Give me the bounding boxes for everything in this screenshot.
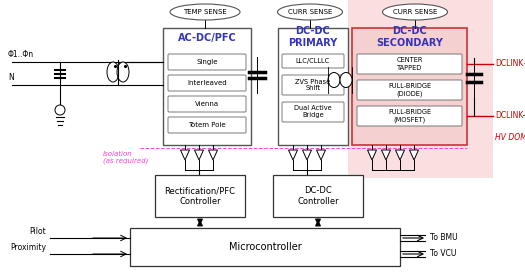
Text: LLC/CLLLC: LLC/CLLLC — [296, 58, 330, 64]
FancyBboxPatch shape — [282, 54, 344, 68]
FancyBboxPatch shape — [168, 75, 246, 91]
Bar — [278, 28, 348, 145]
Bar — [130, 228, 400, 266]
Text: AC-DC/PFC: AC-DC/PFC — [177, 33, 236, 43]
Text: To VCU: To VCU — [430, 250, 456, 258]
FancyBboxPatch shape — [168, 117, 246, 133]
Text: To BMU: To BMU — [430, 233, 458, 242]
Text: Single: Single — [196, 59, 218, 65]
Text: Rectification/PFC
Controller: Rectification/PFC Controller — [164, 186, 236, 206]
Ellipse shape — [117, 62, 129, 82]
Polygon shape — [302, 150, 311, 160]
Polygon shape — [289, 150, 298, 160]
Text: Proximity: Proximity — [10, 243, 46, 252]
Ellipse shape — [340, 73, 352, 87]
FancyBboxPatch shape — [357, 80, 462, 100]
Polygon shape — [317, 150, 326, 160]
Ellipse shape — [383, 4, 447, 20]
Circle shape — [55, 105, 65, 115]
Polygon shape — [368, 150, 376, 160]
Text: TEMP SENSE: TEMP SENSE — [183, 9, 227, 15]
FancyBboxPatch shape — [282, 75, 344, 95]
Text: DC-DC
Controller: DC-DC Controller — [297, 186, 339, 206]
Text: Microcontroller: Microcontroller — [228, 242, 301, 252]
Text: Interleaved: Interleaved — [187, 80, 227, 86]
Text: CURR SENSE: CURR SENSE — [288, 9, 332, 15]
FancyBboxPatch shape — [168, 54, 246, 70]
Polygon shape — [208, 150, 217, 160]
Text: CENTER
TAPPED: CENTER TAPPED — [396, 58, 423, 70]
Bar — [155, 175, 245, 217]
FancyBboxPatch shape — [357, 54, 462, 74]
Text: Dual Active
Bridge: Dual Active Bridge — [294, 105, 332, 118]
Text: Pilot: Pilot — [29, 227, 46, 236]
Bar — [163, 28, 251, 145]
Text: FULL-BRIDGE
(DIODE): FULL-BRIDGE (DIODE) — [388, 83, 431, 97]
Ellipse shape — [170, 4, 240, 20]
Polygon shape — [194, 150, 204, 160]
Bar — [273, 175, 363, 217]
Text: HV DOMAIN: HV DOMAIN — [495, 133, 525, 142]
Text: CURR SENSE: CURR SENSE — [393, 9, 437, 15]
Bar — [352, 28, 467, 145]
Polygon shape — [382, 150, 391, 160]
Text: DC-DC
PRIMARY: DC-DC PRIMARY — [288, 26, 338, 48]
Text: Φ1..Φn: Φ1..Φn — [8, 50, 34, 59]
Polygon shape — [181, 150, 190, 160]
Text: Isolation
(as required): Isolation (as required) — [103, 151, 149, 164]
Text: DC-DC
SECONDARY: DC-DC SECONDARY — [376, 26, 443, 48]
Bar — [348, 0, 493, 178]
Ellipse shape — [107, 62, 119, 82]
Ellipse shape — [278, 4, 342, 20]
Text: DCLINK-: DCLINK- — [495, 112, 525, 121]
Polygon shape — [395, 150, 404, 160]
FancyBboxPatch shape — [282, 102, 344, 122]
FancyBboxPatch shape — [357, 106, 462, 126]
Text: FULL-BRIDGE
(MOSFET): FULL-BRIDGE (MOSFET) — [388, 109, 431, 123]
Text: DCLINK+: DCLINK+ — [495, 59, 525, 68]
Text: Totem Pole: Totem Pole — [188, 122, 226, 128]
Text: Vienna: Vienna — [195, 101, 219, 107]
FancyBboxPatch shape — [168, 96, 246, 112]
Text: N: N — [8, 73, 14, 82]
Text: ZVS Phase
Shift: ZVS Phase Shift — [296, 78, 331, 92]
Ellipse shape — [328, 73, 340, 87]
Polygon shape — [410, 150, 418, 160]
